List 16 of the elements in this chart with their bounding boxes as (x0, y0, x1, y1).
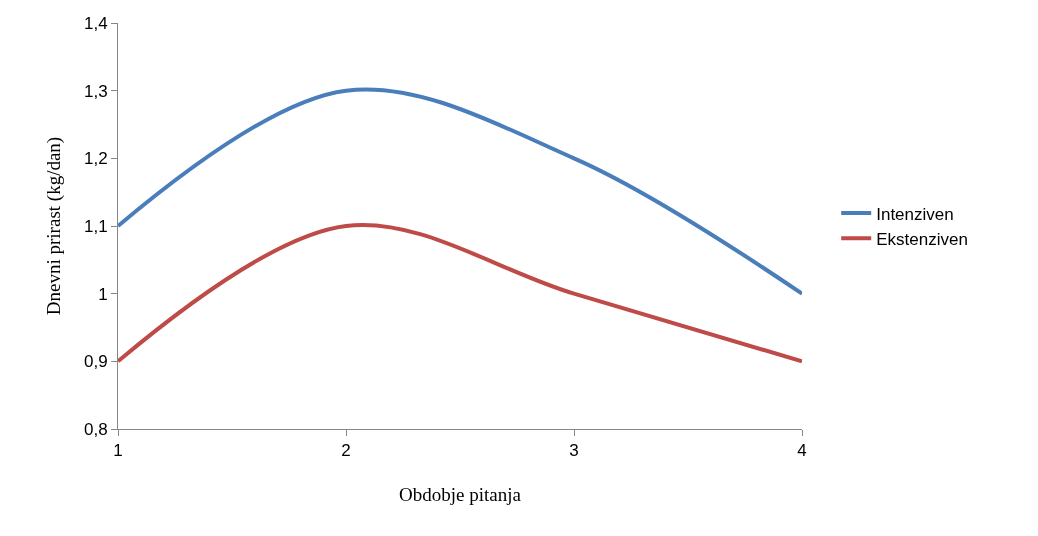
x-axis-title: Obdobje pitanja (399, 484, 522, 506)
line-series (118, 87, 802, 296)
y-tick-label: 1,3 (83, 81, 108, 101)
y-axis-title: Dnevni prirast (kg/dan) (42, 136, 65, 316)
y-tick-label: 1,1 (83, 216, 108, 236)
y-tick-label: 0,9 (83, 352, 108, 372)
y-tick-label: 0,8 (83, 419, 108, 439)
x-tick-label: 2 (341, 441, 351, 461)
y-tick-label: 1,4 (83, 13, 108, 33)
x-tick-label: 3 (569, 441, 579, 461)
x-tick-label: 1 (113, 441, 123, 461)
legend-label: Ekstenziven (876, 229, 968, 249)
y-tick-label: 1 (98, 284, 108, 304)
y-tick-label: 1,2 (83, 149, 108, 169)
x-tick-label: 4 (797, 441, 807, 461)
legend-label: Intenziven (876, 204, 954, 224)
